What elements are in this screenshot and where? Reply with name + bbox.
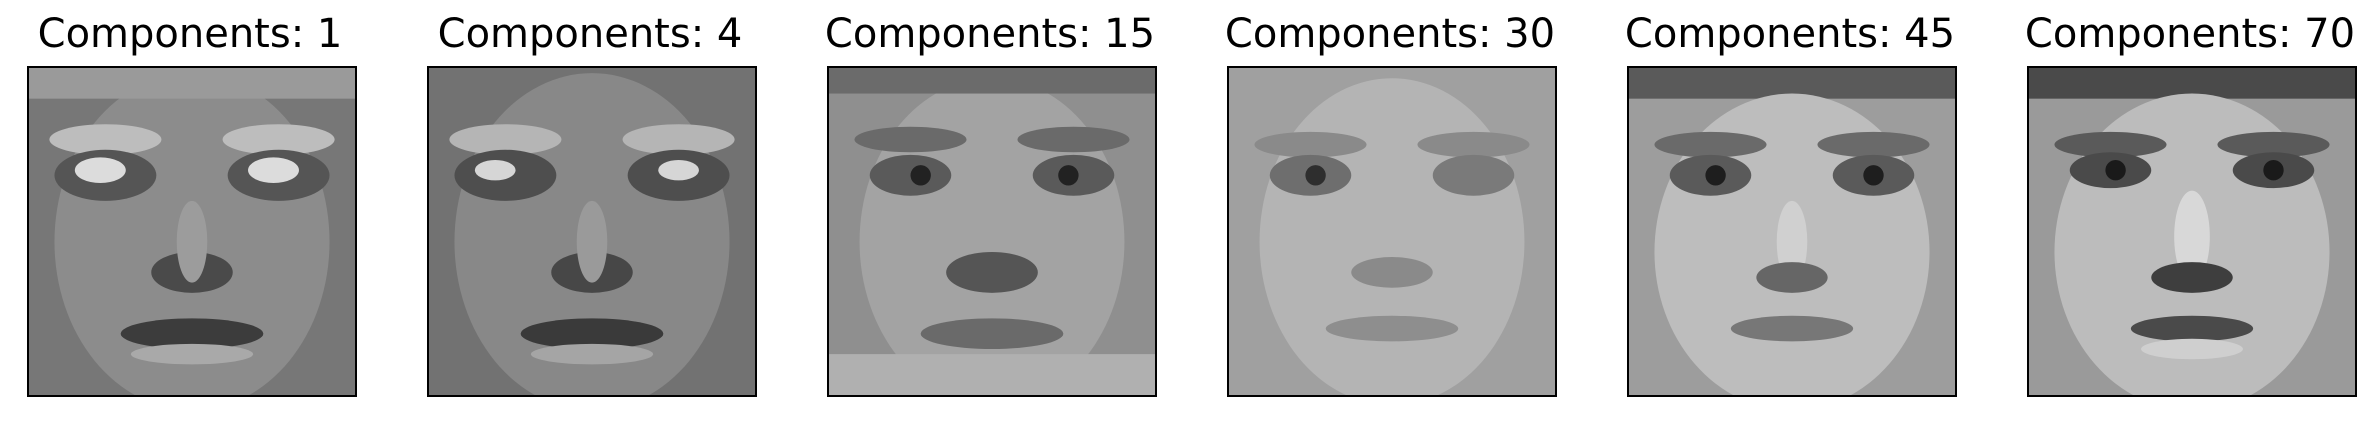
- face-reconstruction-image: [429, 68, 755, 395]
- panel-title: Components: 45: [1624, 11, 1956, 57]
- panel-components-4: Components: 4: [400, 0, 780, 429]
- panel-components-30: Components: 30: [1200, 0, 1580, 429]
- face-image: [1227, 66, 1557, 397]
- panel-components-1: Components: 1: [0, 0, 380, 429]
- face-image: [2027, 66, 2357, 397]
- panel-title: Components: 1: [37, 11, 343, 57]
- panel-title: Components: 15: [824, 11, 1156, 57]
- face-reconstruction-image: [2029, 68, 2355, 395]
- face-image: [27, 66, 357, 397]
- panel-title: Components: 70: [2024, 11, 2356, 57]
- face-reconstruction-image: [829, 68, 1155, 395]
- panel-components-70: Components: 70: [2000, 0, 2380, 429]
- panel-components-45: Components: 45: [1600, 0, 1980, 429]
- face-reconstruction-image: [1229, 68, 1555, 395]
- face-image: [827, 66, 1157, 397]
- face-reconstruction-image: [29, 68, 355, 395]
- face-reconstruction-image: [1629, 68, 1955, 395]
- face-image: [1627, 66, 1957, 397]
- panel-components-15: Components: 15: [800, 0, 1180, 429]
- panel-title: Components: 30: [1224, 11, 1556, 57]
- face-image: [427, 66, 757, 397]
- panel-title: Components: 4: [437, 11, 743, 57]
